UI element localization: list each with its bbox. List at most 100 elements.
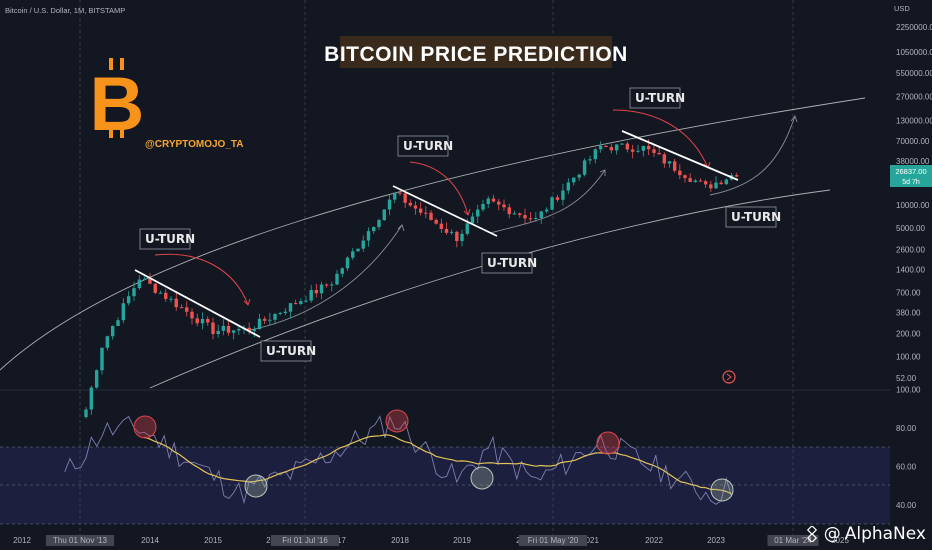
candle-body — [625, 143, 630, 150]
current-price-value: 26837.00 — [895, 167, 926, 176]
candle-body — [614, 144, 619, 151]
uturn-label: U-TURN — [635, 91, 685, 105]
price-tick-label: 1050000.00 — [896, 48, 932, 57]
current-price-tag: 26837.00 5d 7h — [890, 165, 932, 187]
candle-body — [94, 370, 99, 388]
alert-icon[interactable] — [722, 370, 736, 384]
candle-body — [460, 233, 464, 242]
candle-body — [449, 231, 454, 233]
candle-body — [304, 300, 308, 302]
uturn-label: U-TURN — [145, 232, 195, 246]
price-tick-label: 380.00 — [896, 309, 921, 318]
rsi-tick-label: 100.00 — [896, 385, 921, 394]
candle-body — [190, 311, 194, 319]
page-title: BITCOIN PRICE PREDICTION — [324, 43, 628, 66]
current-price-countdown: 5d 7h — [902, 179, 920, 186]
bitcoin-logo-icon: B — [90, 58, 144, 147]
candle-body — [398, 192, 402, 194]
candle-body — [683, 175, 687, 179]
candle-body — [351, 251, 355, 258]
candle-body — [278, 313, 282, 315]
candle-body — [609, 147, 614, 151]
watermark: @ AlphaNex — [804, 524, 926, 544]
candle-body — [366, 231, 371, 241]
candle-body — [598, 145, 603, 150]
candle-body — [481, 203, 485, 210]
candle-body — [512, 213, 517, 215]
candle-body — [330, 284, 334, 286]
crosshair-date-label: 01 Mar '24 — [774, 536, 812, 545]
candle-body — [652, 149, 656, 153]
candle-body — [620, 143, 624, 145]
candle-body — [169, 298, 173, 300]
candle-body — [153, 283, 157, 293]
candle-body — [714, 182, 718, 189]
candle-body — [434, 219, 438, 224]
candle-body — [566, 182, 571, 191]
candle-body — [544, 209, 549, 212]
candle-body — [657, 152, 661, 155]
uturn-labels: U-TURN U-TURN U-TURN U-TURN U-TURN U-TUR… — [139, 87, 781, 362]
price-tick-label: 200.00 — [896, 330, 921, 339]
candle-body — [719, 182, 723, 185]
rsi-tick-label: 80.00 — [896, 424, 917, 433]
candle-body — [507, 207, 511, 215]
projection-arrows — [249, 115, 798, 331]
candle-body — [382, 209, 386, 221]
candle-body — [429, 212, 433, 220]
candle-body — [252, 329, 257, 332]
rsi-axis[interactable]: 100.00 80.00 60.00 40.00 — [896, 385, 921, 510]
candle-body — [550, 197, 554, 210]
author-handle: @CRYPTOMOJO_TA — [145, 139, 243, 150]
candle-body — [528, 218, 533, 220]
candle-body — [237, 329, 241, 331]
price-tick-label: 130000.00 — [896, 117, 932, 126]
candle-body — [126, 296, 131, 304]
rsi-trough-circle — [244, 474, 268, 498]
candle-body — [734, 175, 739, 177]
candle-body — [408, 202, 413, 206]
vertical-dashed-lines — [79, 0, 794, 535]
year-tick-label: 2018 — [391, 536, 409, 545]
candle-body — [534, 217, 538, 219]
candle-body — [662, 154, 667, 164]
title-box — [340, 36, 612, 68]
candle-body — [195, 318, 199, 324]
candles-layer — [84, 139, 739, 419]
candle-body — [497, 201, 501, 205]
price-tick-label: 270000.00 — [896, 93, 932, 102]
candle-body — [164, 292, 168, 299]
candle-body — [678, 170, 682, 176]
candle-body — [593, 149, 598, 160]
candle-body — [667, 161, 672, 164]
rsi-trough-circle — [710, 478, 734, 502]
candle-body — [216, 330, 220, 335]
candle-body — [377, 220, 381, 228]
year-tick-label: 2019 — [453, 536, 471, 545]
rsi-line — [64, 415, 732, 505]
candle-body — [132, 288, 136, 297]
candle-body — [100, 347, 104, 371]
candle-body — [444, 228, 449, 233]
candle-body — [206, 319, 210, 323]
crosshair-date-box — [270, 535, 340, 546]
candle-body — [491, 198, 496, 202]
uturn-label: U-TURN — [731, 210, 781, 224]
year-tick-label: 2012 — [13, 536, 31, 545]
candle-body — [688, 178, 692, 182]
candle-body — [324, 284, 329, 286]
candle-body — [698, 180, 703, 182]
candle-body — [356, 248, 360, 252]
rsi-ma-line — [144, 434, 732, 495]
candle-body — [273, 313, 277, 320]
candle-body — [335, 273, 339, 285]
candle-body — [200, 319, 205, 324]
price-tick-label: 38000.00 — [896, 157, 930, 166]
price-tick-label: 100.00 — [896, 352, 921, 361]
candle-body — [319, 284, 324, 294]
candle-body — [121, 303, 126, 321]
price-tick-label: 550000.00 — [896, 69, 932, 78]
candle-body — [387, 199, 392, 210]
candle-body — [268, 319, 272, 321]
candle-body — [577, 174, 581, 178]
